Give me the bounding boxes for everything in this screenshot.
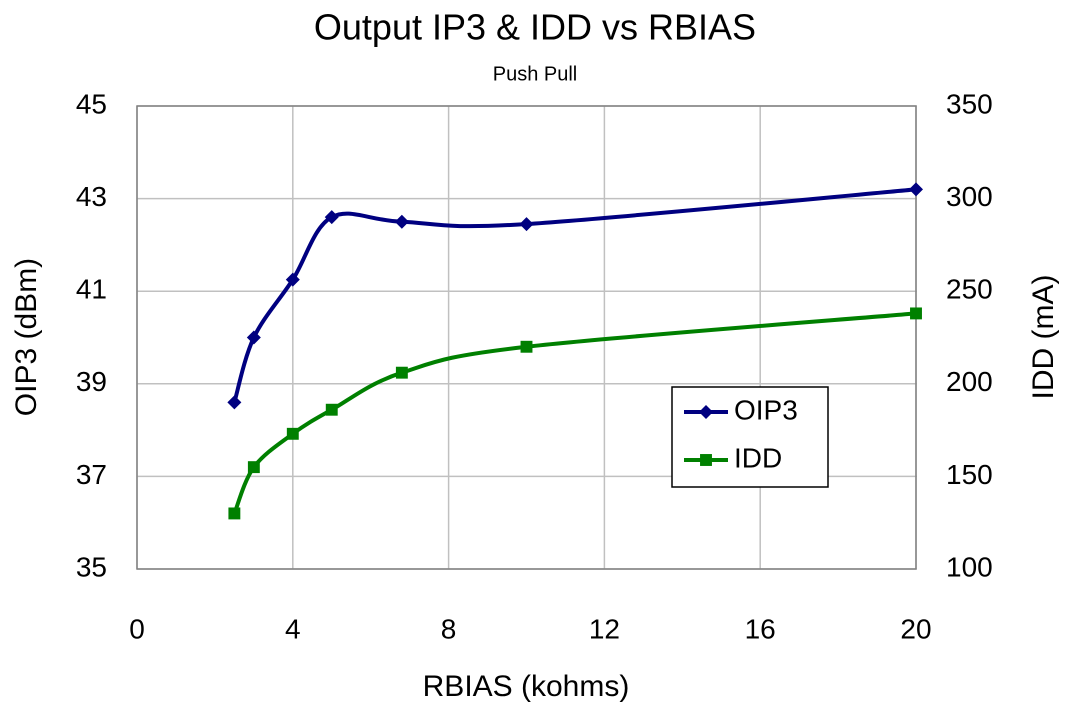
legend-label: OIP3 [734, 394, 798, 425]
marker [286, 427, 299, 440]
y-tick-label: 39 [76, 366, 107, 397]
marker [228, 507, 241, 520]
y-tick-label: 43 [76, 181, 107, 212]
y-tick-label: 45 [76, 88, 107, 119]
x-tick-label: 4 [285, 613, 301, 644]
marker [394, 214, 409, 229]
marker [246, 330, 261, 345]
y2-tick-label: 200 [946, 366, 993, 397]
y2-axis-label: IDD (mA) [1027, 275, 1060, 400]
marker [909, 182, 923, 197]
y2-tick-label: 150 [946, 459, 993, 490]
plot-border [136, 105, 917, 570]
y2-tick-label: 250 [946, 274, 993, 305]
x-axis-label: RBIAS (kohms) [423, 670, 630, 703]
legend-box [671, 386, 829, 488]
marker [227, 395, 242, 410]
x-tick-label: 20 [900, 613, 931, 644]
legend: OIP3 IDD [671, 386, 829, 488]
chart-title: Output IP3 & IDD vs RBIAS [314, 7, 756, 48]
x-tick-label: 12 [589, 613, 620, 644]
y-tick-label: 37 [76, 459, 107, 490]
x-tick-label: 8 [441, 613, 457, 644]
series-line [232, 187, 917, 403]
x-tick-label: 0 [129, 613, 145, 644]
x-tick-label: 16 [745, 613, 776, 644]
y-tick-label: 35 [76, 551, 107, 582]
marker [910, 307, 922, 320]
legend-marker [700, 454, 712, 466]
legend-marker [699, 405, 713, 419]
chart-subtitle: Push Pull [493, 63, 578, 85]
marker [247, 461, 260, 474]
marker [519, 217, 534, 232]
y-tick-label: 41 [76, 274, 107, 305]
marker [325, 403, 338, 416]
series-line [232, 311, 917, 515]
y2-tick-label: 350 [946, 88, 993, 119]
legend-label: IDD [734, 442, 782, 473]
marker [395, 366, 408, 379]
marker [324, 210, 339, 225]
marker [285, 272, 300, 287]
y2-tick-label: 300 [946, 181, 993, 212]
y2-tick-label: 100 [946, 551, 993, 582]
marker [520, 340, 533, 353]
y-axis-label: OIP3 (dBm) [10, 258, 43, 416]
